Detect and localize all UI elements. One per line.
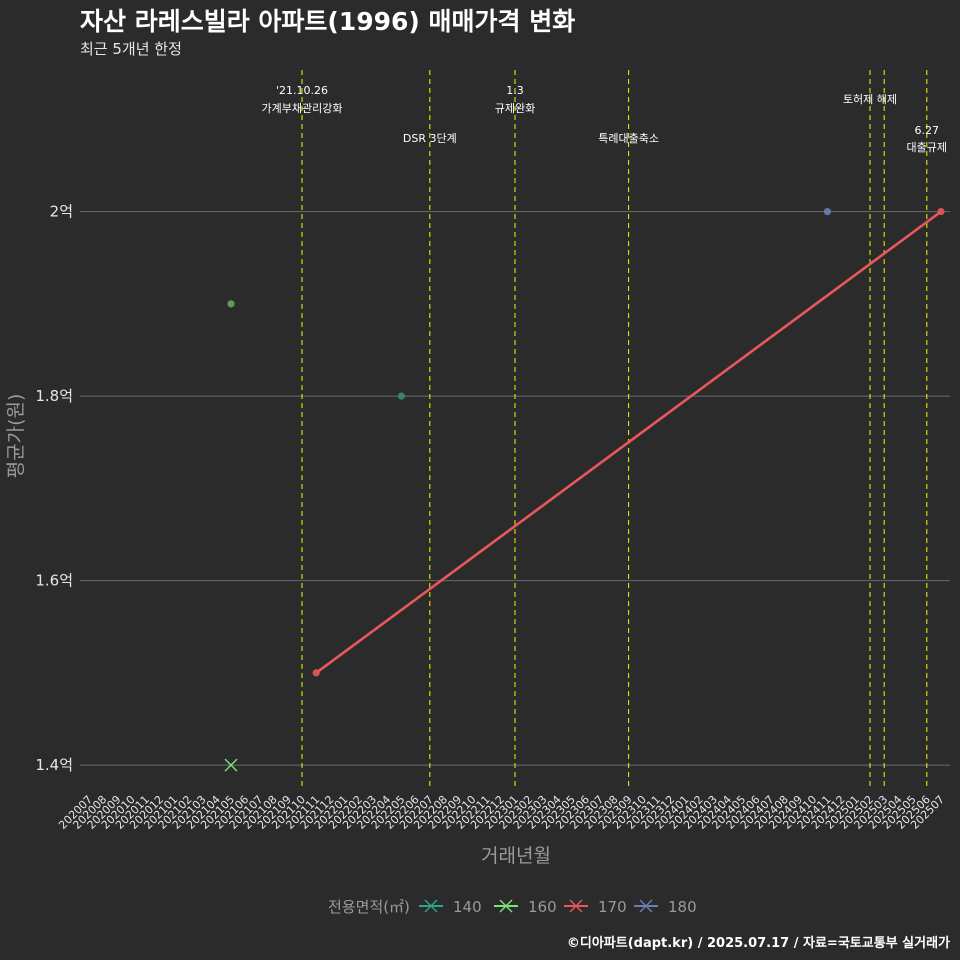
event-label: 6.27: [915, 124, 940, 137]
series-line-170: [315, 210, 942, 674]
legend-label-180: 180: [668, 898, 697, 916]
event-label: '21.10.26: [276, 84, 328, 97]
legend-label-170: 170: [598, 898, 627, 916]
legend-key-mark-140: [424, 899, 438, 913]
data-point-140: [227, 300, 235, 308]
chart-title: 자산 라레스빌라 아파트(1996) 매매가격 변화: [80, 7, 576, 36]
legend: 전용면적(㎡) 140 160 170 180: [328, 898, 697, 916]
legend-key-mark-170: [569, 899, 583, 913]
data-point-170: [312, 669, 320, 677]
event-label: 대출규제: [907, 141, 947, 154]
chart-subtitle: 최근 5개년 한정: [80, 40, 182, 58]
event-label: 규제완화: [495, 102, 535, 115]
event-label: 가계부채관리강화: [262, 102, 343, 115]
y-tick-label: 1.4억: [35, 756, 73, 774]
data-point-160: [224, 758, 238, 772]
legend-label-140: 140: [453, 898, 482, 916]
source-credit: ©디아파트(dapt.kr) / 2025.07.17 / 자료=국토교통부 실…: [566, 936, 950, 951]
y-axis: 1.4억 1.6억 1.8억 2억: [35, 203, 73, 774]
legend-key-mark-180: [639, 899, 653, 913]
event-label: 1.3: [506, 84, 524, 97]
data-series: [224, 207, 945, 772]
data-point-140: [397, 392, 405, 400]
event-label: 토허제 해제: [843, 92, 897, 106]
y-axis-title: 평균가(원): [5, 394, 27, 479]
y-tick-label: 2억: [50, 203, 73, 221]
data-point-170: [937, 207, 945, 216]
legend-title: 전용면적(㎡): [328, 898, 410, 916]
legend-key-mark-160: [499, 899, 513, 913]
event-label: DSR 3단계: [403, 132, 457, 145]
x-axis-title: 거래년월: [481, 845, 551, 867]
y-tick-label: 1.6억: [35, 572, 73, 590]
y-tick-label: 1.8억: [35, 387, 73, 405]
data-point-180: [823, 207, 832, 216]
event-label: 특례대출축소: [598, 132, 659, 145]
x-axis: 2020072020082020092020102020112020122021…: [56, 793, 947, 832]
legend-label-160: 160: [528, 898, 557, 916]
